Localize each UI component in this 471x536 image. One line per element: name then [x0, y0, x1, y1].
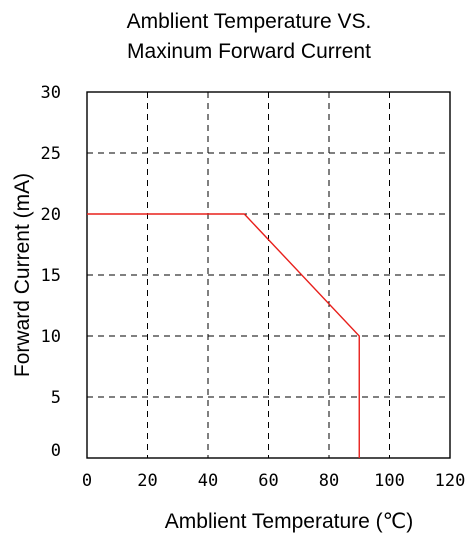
grid-lines	[87, 92, 450, 458]
y-tick-label-10: 10	[41, 327, 61, 347]
x-tick-label-60: 60	[258, 471, 278, 491]
x-tick-label-40: 40	[198, 471, 218, 491]
x-axis-label: Amblient Temperature (℃)	[165, 510, 413, 533]
y-tick-label-5: 5	[51, 388, 61, 408]
x-tick-label-0: 0	[82, 471, 92, 491]
plot-frame	[86, 91, 451, 459]
y-tick-label-20: 20	[41, 205, 61, 225]
y-tick-label-30: 30	[41, 83, 61, 103]
x-tick-label-120: 120	[435, 471, 466, 491]
x-tick-label-20: 20	[137, 471, 157, 491]
y-tick-label-0: 0	[51, 441, 61, 461]
chart-title-line-2: Maxinum Forward Current	[127, 40, 371, 63]
x-tick-label-100: 100	[374, 471, 405, 491]
y-tick-label-25: 25	[41, 144, 61, 164]
y-axis-label: Forward Current (mA)	[11, 173, 34, 377]
tick-labels: 0 20 40 60 80 100 120 0 5 10 15 20 25 30	[41, 83, 466, 491]
x-tick-label-80: 80	[319, 471, 339, 491]
series-line-0	[87, 213, 360, 458]
y-tick-label-15: 15	[41, 266, 61, 286]
chart-title-line-1: Amblient Temperature VS.	[127, 10, 372, 33]
series-layer	[87, 213, 360, 458]
